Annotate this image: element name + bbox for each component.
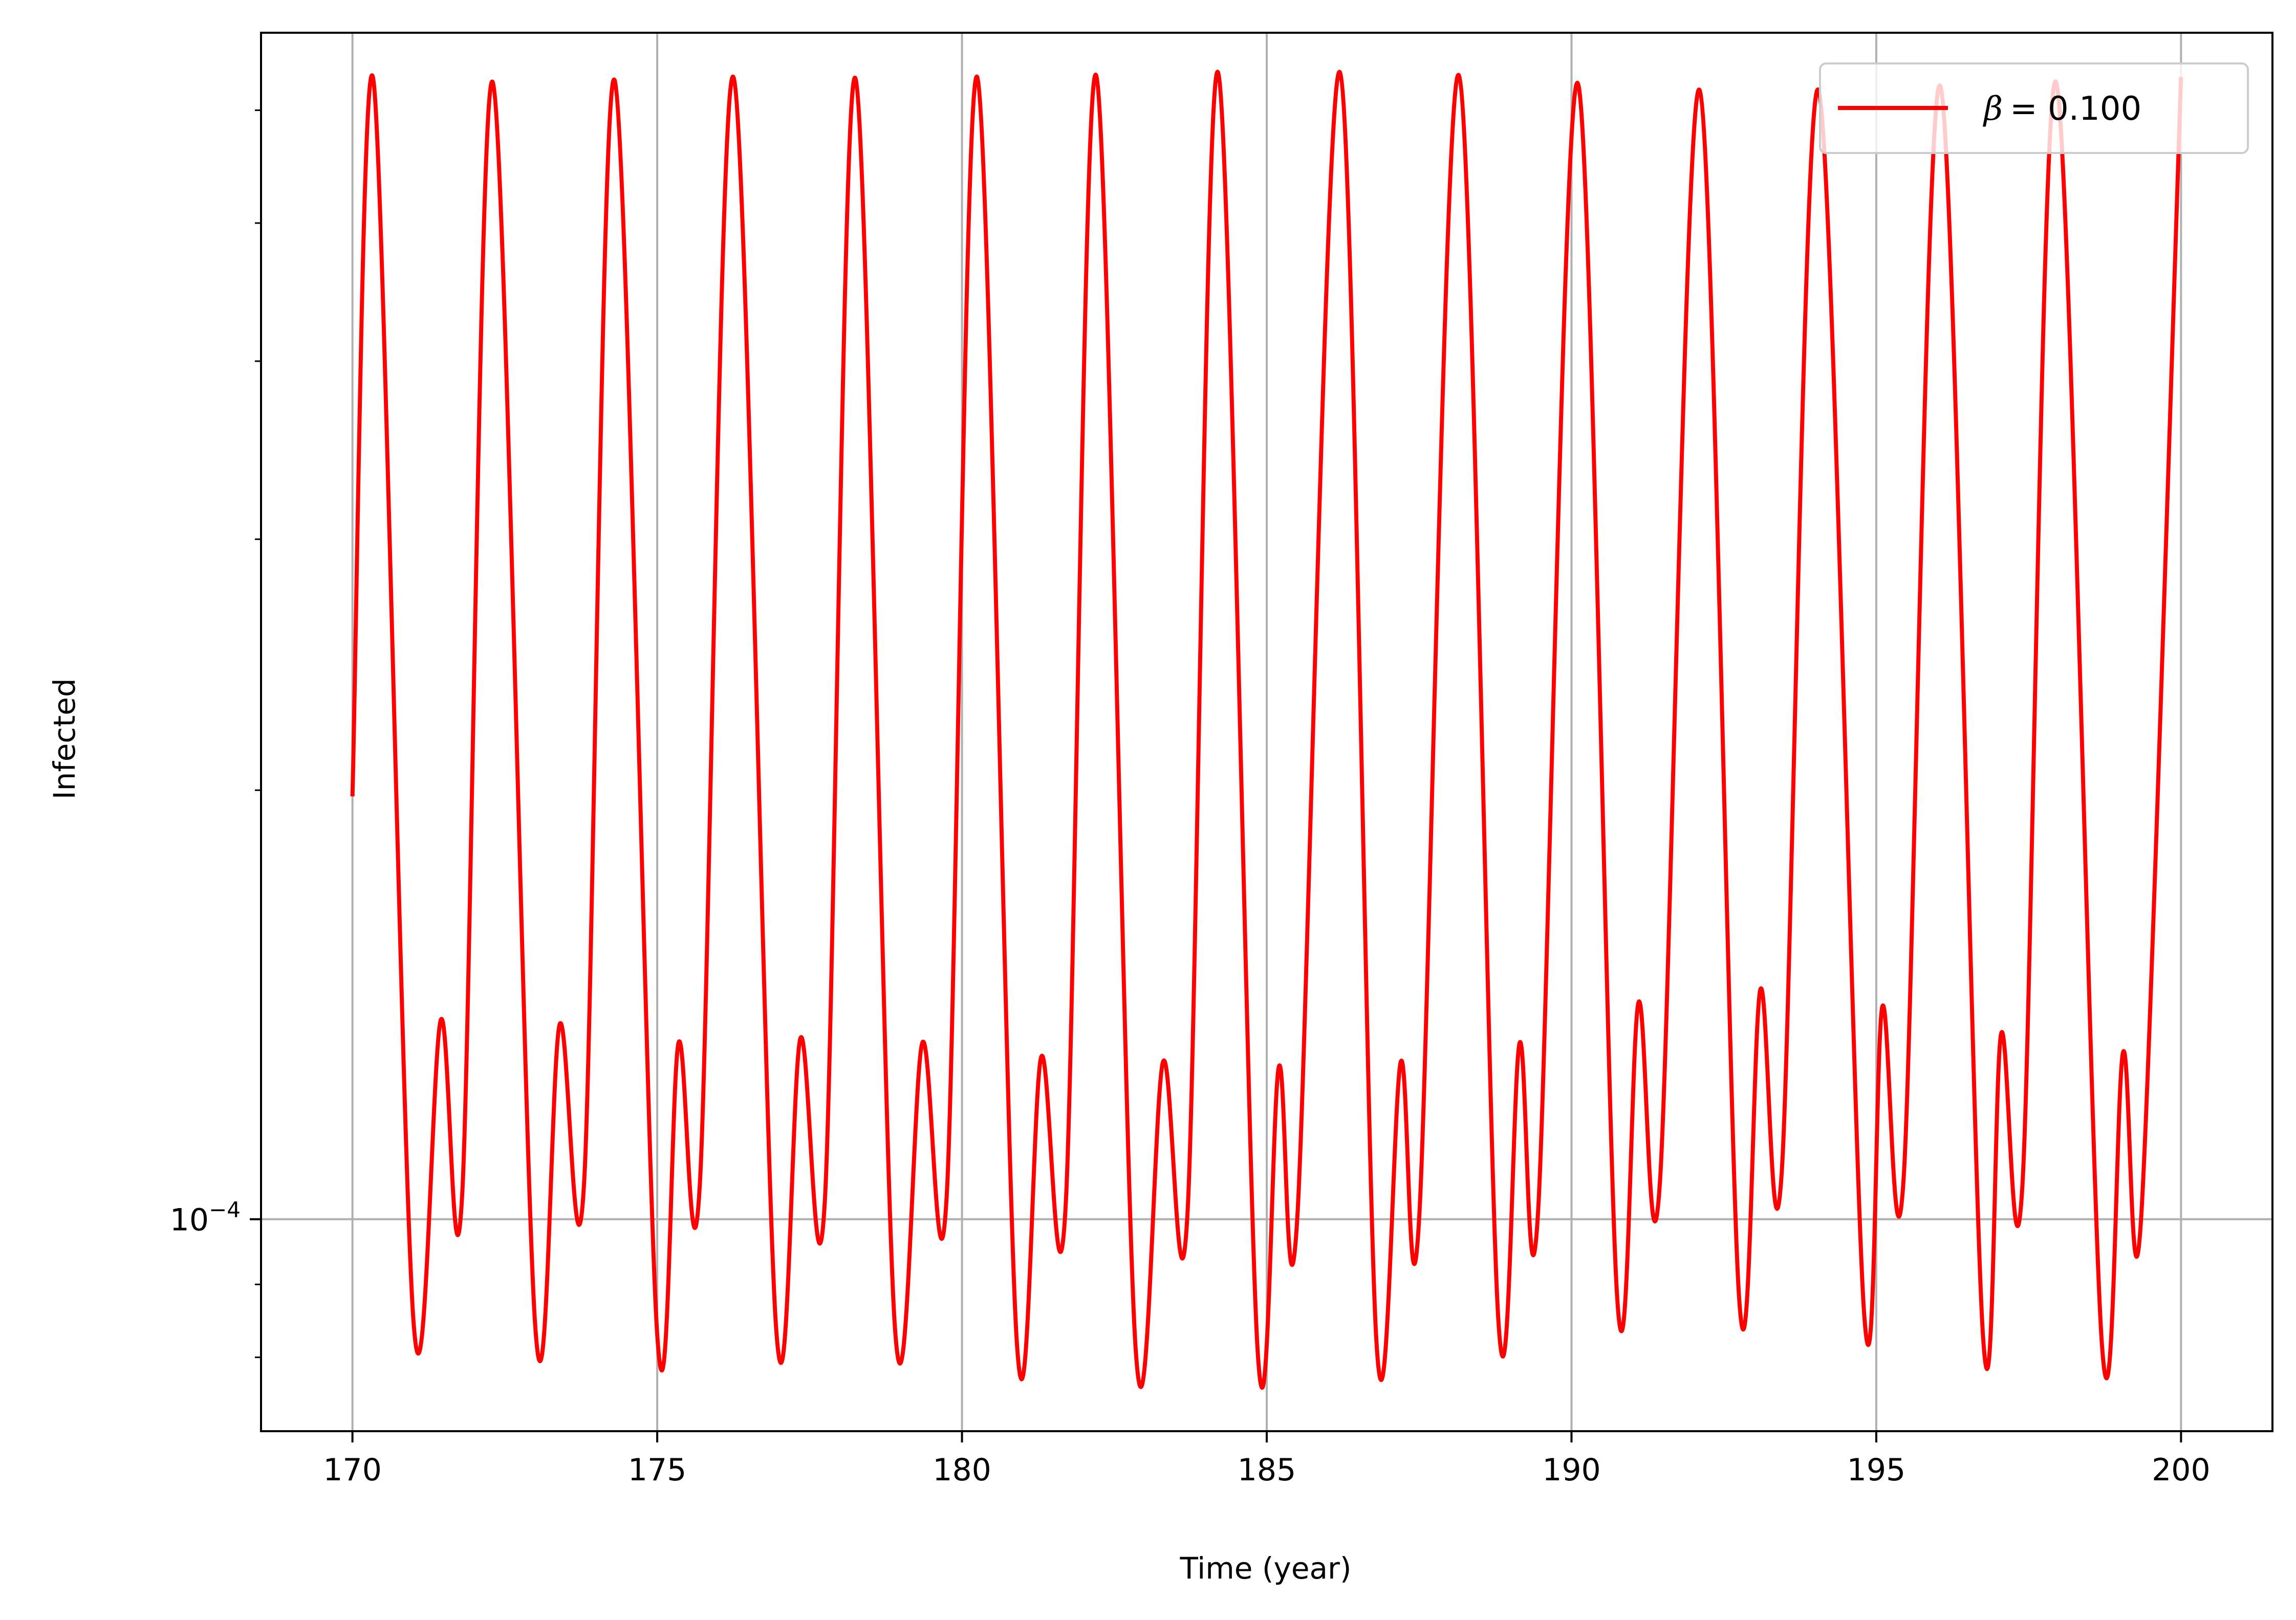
legend-box <box>1819 62 2249 154</box>
legend-beta-symbol: β <box>1983 90 2003 128</box>
legend: β = 0.100 <box>1819 62 2249 154</box>
series-line <box>350 70 2183 1390</box>
x-tick-label: 170 <box>323 1452 382 1488</box>
legend-beta-value: = 0.100 <box>2010 90 2141 128</box>
y-axis-label: Infected <box>47 678 82 799</box>
y-tick-label: 10−4 <box>170 1197 241 1238</box>
x-tick-label: 185 <box>1238 1452 1296 1488</box>
x-tick-label: 190 <box>1542 1452 1601 1488</box>
x-tick-label: 175 <box>628 1452 687 1488</box>
grid <box>261 33 2272 1431</box>
y-tick-label-base: 10 <box>170 1202 209 1238</box>
x-tick-label: 195 <box>1847 1452 1906 1488</box>
x-axis-label: Time (year) <box>1179 1551 1351 1586</box>
x-tick-label: 180 <box>933 1452 991 1488</box>
y-tick-label-exponent: −4 <box>209 1197 241 1222</box>
axes: 170 175 180 185 190 195 200 10−4 <box>170 32 2273 1488</box>
legend-entry-beta: β = 0.100 <box>1983 90 2141 128</box>
plot-area <box>350 70 2183 1390</box>
x-tick-label: 200 <box>2152 1452 2211 1488</box>
